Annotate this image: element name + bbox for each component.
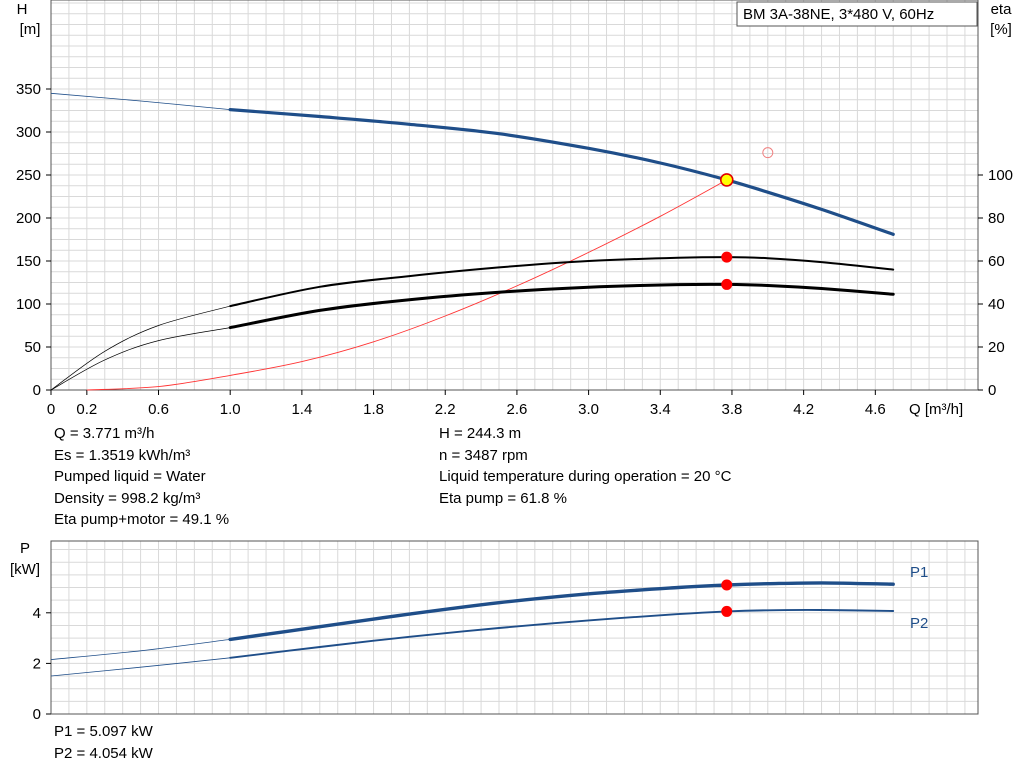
operating-point-p1 <box>721 579 733 591</box>
x-tick-label: 2.6 <box>506 401 527 418</box>
result-eta-pump: Eta pump = 61.8 % <box>439 489 567 507</box>
result-p2: P2 = 4.054 kW <box>54 744 153 762</box>
p1-curve <box>228 581 895 642</box>
y-axis-unit-eta: [%] <box>990 21 1012 38</box>
main-chart-grid <box>51 0 978 390</box>
x-tick-label: 4.6 <box>865 401 886 418</box>
y-tick-label-left: 50 <box>24 339 41 356</box>
x-tick-label: 1.8 <box>363 401 384 418</box>
result-head: H = 244.3 m <box>439 425 522 442</box>
eta-pump-curve-extension <box>50 305 231 391</box>
x-tick-label: 1.0 <box>220 401 241 418</box>
x-tick-label: 0.6 <box>148 401 169 418</box>
x-tick-label: 3.8 <box>722 401 743 418</box>
head-curve-extension <box>50 92 231 110</box>
p-tick-label: 0 <box>33 706 41 723</box>
operating-point-markers <box>719 147 774 617</box>
operating-point-eta-total <box>721 278 733 290</box>
axis-ticks: 0 0.2 0.6 1.0 1.4 1.8 2.2 2.6 3.0 3.4 3.8 4.2 4.6 0 50… <box>16 81 1013 723</box>
y-tick-label-right: 100 <box>988 167 1013 184</box>
x-tick-label: 2.2 <box>435 401 456 418</box>
y-axis-unit-p: [kW] <box>10 561 40 578</box>
x-tick-label: 3.0 <box>578 401 599 418</box>
p1-curve-extension <box>50 639 231 660</box>
power-chart-grid <box>51 541 978 714</box>
operating-point-eta-pump <box>721 251 733 263</box>
eta-pump-curve <box>229 256 895 308</box>
result-liquid: Pumped liquid = Water <box>54 468 206 485</box>
legend-p2: P2 <box>910 615 928 632</box>
result-eta-total: Eta pump+motor = 49.1 % <box>54 511 230 528</box>
y-axis-unit-h: [m] <box>20 21 41 38</box>
system-curve <box>86 179 728 391</box>
result-temperature: Liquid temperature during operation = 20… <box>439 468 732 485</box>
operating-point-head <box>719 173 734 187</box>
y-tick-label-right: 80 <box>988 210 1005 227</box>
x-tick-label: 3.4 <box>650 401 671 418</box>
result-density: Density = 998.2 kg/m³ <box>54 489 201 507</box>
eta-total-curve <box>228 282 895 330</box>
result-energy: Es = 1.3519 kWh/m³ <box>54 446 191 464</box>
head-curve <box>228 108 895 236</box>
result-speed: n = 3487 rpm <box>439 446 528 464</box>
y-axis-label-h: H <box>17 1 28 18</box>
y-tick-label-left: 150 <box>16 253 41 270</box>
x-tick-label: 4.2 <box>793 401 814 418</box>
results-power: P1 = 5.097 kW P2 = 4.054 kW <box>54 721 153 764</box>
y-tick-label-right: 0 <box>988 382 996 399</box>
main-chart-frame <box>50 0 979 391</box>
y-tick-label-right: 40 <box>988 296 1005 313</box>
x-tick-label: 1.4 <box>291 401 312 418</box>
p-tick-label: 4 <box>33 605 41 622</box>
y-tick-label-left: 0 <box>33 382 41 399</box>
p-tick-label: 2 <box>33 655 41 672</box>
power-chart-frame <box>50 540 979 715</box>
p2-curve <box>229 609 895 659</box>
pump-label-box <box>736 1 978 27</box>
y-tick-label-left: 300 <box>16 124 41 141</box>
operating-point-p2 <box>721 605 733 617</box>
x-axis-label-q: Q [m³/h] <box>909 401 963 418</box>
y-tick-label-left: 250 <box>16 167 41 184</box>
result-flow: Q = 3.771 m³/h <box>54 425 155 442</box>
x-tick-label: 0 <box>47 401 55 418</box>
results-right: H = 244.3 m n = 3487 rpm Liquid temperat… <box>439 423 731 509</box>
y-tick-label-right: 60 <box>988 253 1005 270</box>
pump-label: BM 3A-38NE, 3*480 V, 60Hz <box>743 6 934 23</box>
y-tick-label-left: 350 <box>16 81 41 98</box>
x-tick-label: 0.2 <box>76 401 97 418</box>
duty-point-marker <box>762 147 774 159</box>
y-axis-label-p: P <box>20 540 30 557</box>
y-tick-label-right: 20 <box>988 339 1005 356</box>
legend-p1: P1 <box>910 564 928 581</box>
y-axis-label-eta: eta <box>991 1 1013 18</box>
result-p1: P1 = 5.097 kW <box>54 723 153 740</box>
y-tick-label-left: 100 <box>16 296 41 313</box>
p2-curve-extension <box>50 657 231 677</box>
chart-curves <box>50 92 895 677</box>
results-left: Q = 3.771 m³/h Es = 1.3519 kWh/m³ Pumped… <box>54 423 229 531</box>
eta-total-curve-extension <box>50 327 231 391</box>
y-tick-label-left: 200 <box>16 210 41 227</box>
